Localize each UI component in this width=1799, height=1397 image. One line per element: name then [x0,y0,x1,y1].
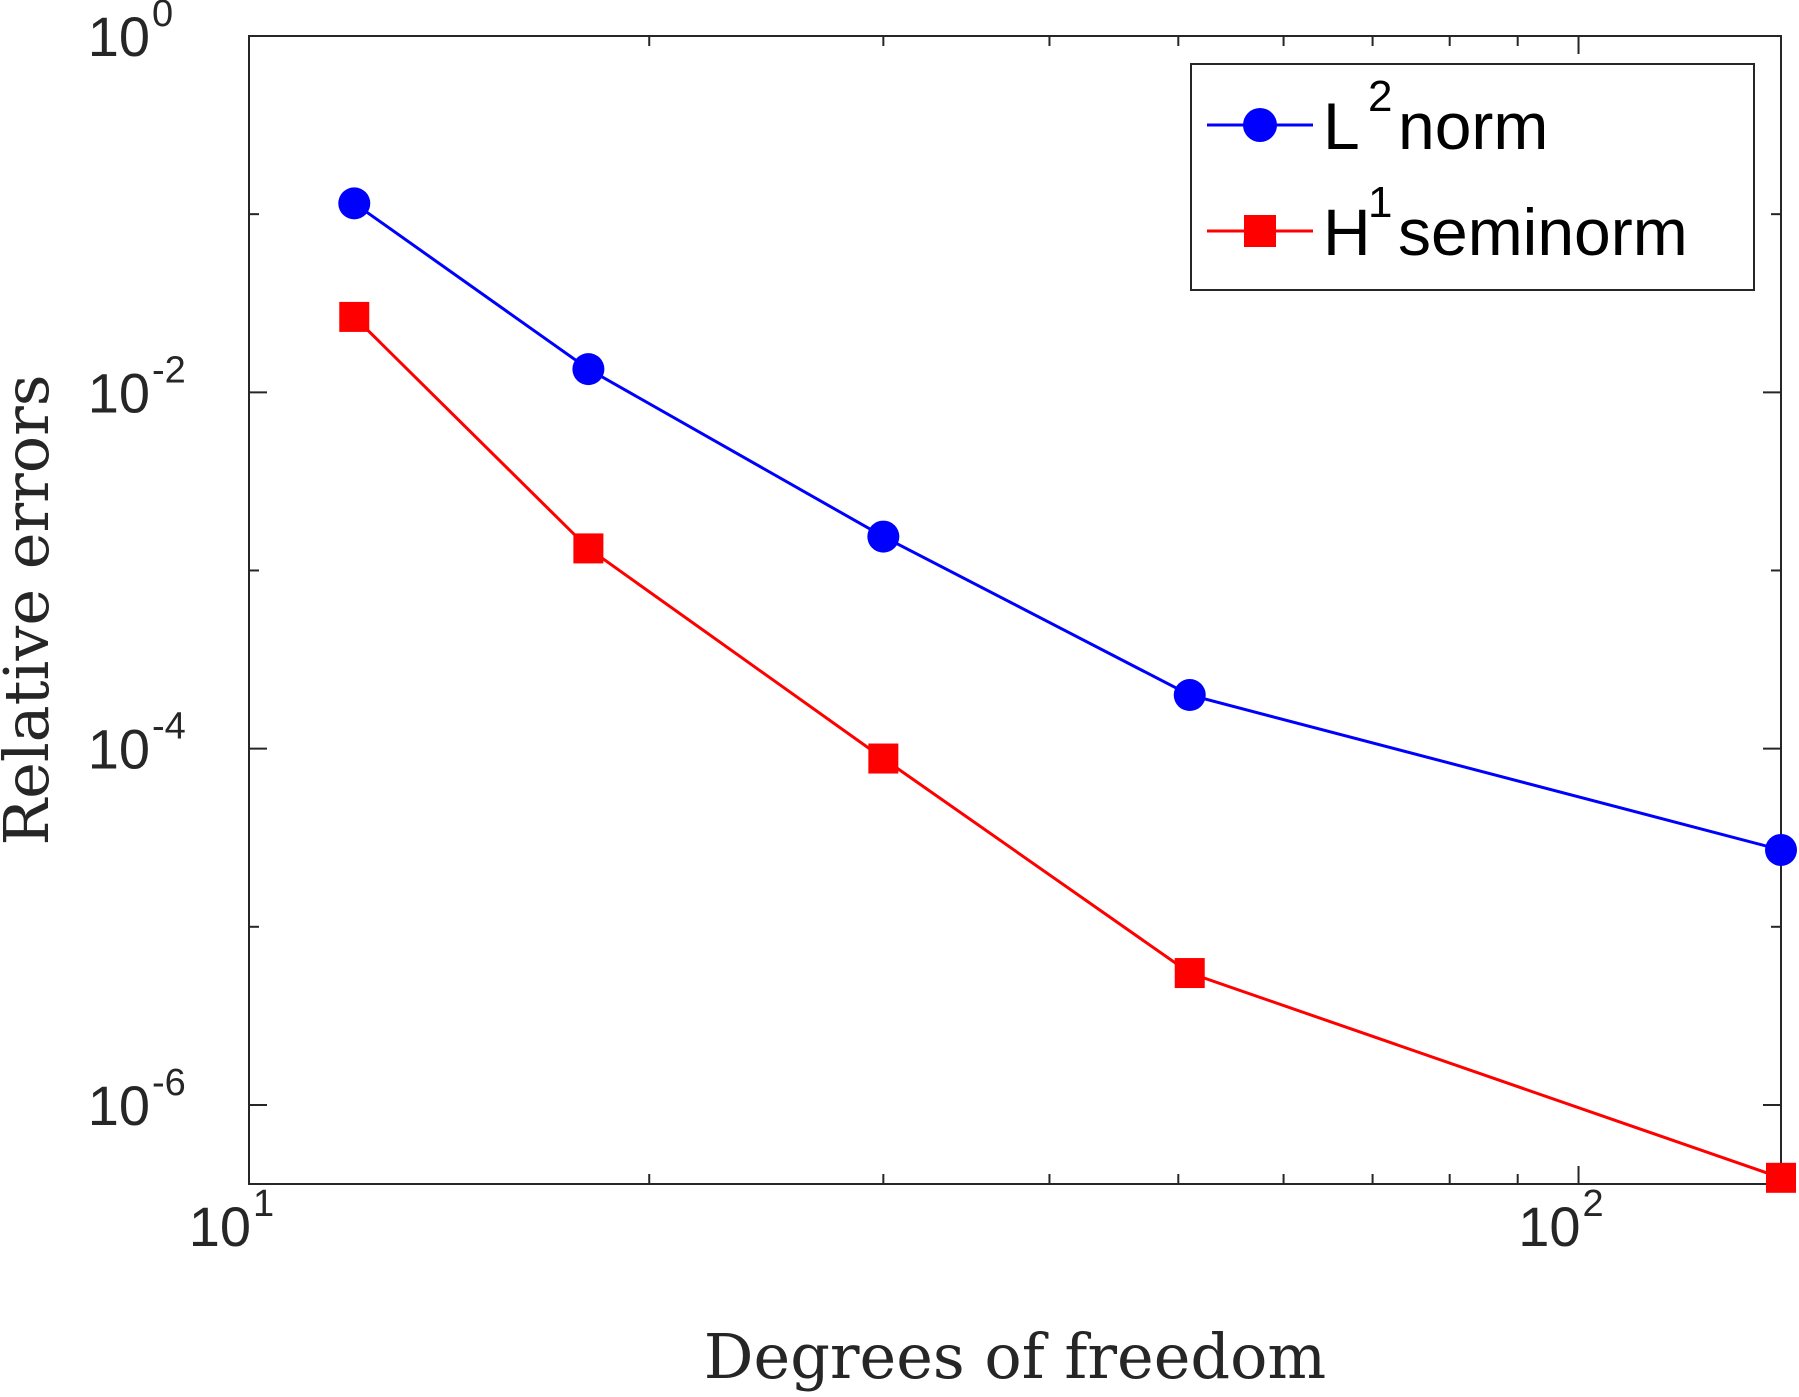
x-axis-title: Degrees of freedom [704,1320,1326,1393]
legend-label-rest-2: seminorm [1398,195,1688,269]
x-tick-label: 10 [189,1195,251,1258]
data-point-2 [868,743,899,774]
y-tick-label: 10 [88,718,150,781]
y-tick-label: 10 [88,361,150,424]
legend-label-rest-1: norm [1398,89,1548,163]
data-point-1 [867,520,900,553]
x-tick-label: 10 [1518,1195,1580,1258]
data-point-1 [1765,833,1797,866]
legend-label-1: L [1323,89,1360,163]
y-tick-label-exponent: -4 [152,706,186,748]
legend-label-2: H [1323,195,1371,269]
y-tick-label: 10 [88,1074,150,1137]
x-tick-label-exponent: 1 [253,1183,274,1225]
axis-ticks [248,35,1781,1184]
legend-marker-1 [1243,108,1277,142]
y-tick-label-exponent: -2 [152,349,186,391]
legend-marker-2 [1244,215,1276,247]
data-point-2 [573,533,604,564]
plot-area-frame [248,35,1782,1185]
y-axis-title: Relative errors [0,374,63,845]
legend-label-sup-1: 2 [1368,72,1392,121]
data-point-2 [1766,1162,1796,1193]
y-tick-label: 10 [88,5,150,68]
x-tick-label-exponent: 2 [1583,1183,1604,1225]
data-point-1 [338,187,371,220]
legend-label-sup-2: 1 [1368,178,1392,227]
y-tick-label-exponent: 0 [152,0,173,35]
data-point-2 [1174,958,1205,989]
series-layer [338,187,1797,1193]
data-point-2 [339,301,370,332]
data-point-1 [1173,679,1206,712]
series-line-2 [353,315,1782,1180]
data-point-1 [572,353,605,386]
legend-box [1190,63,1755,291]
y-tick-label-exponent: -6 [152,1062,186,1104]
